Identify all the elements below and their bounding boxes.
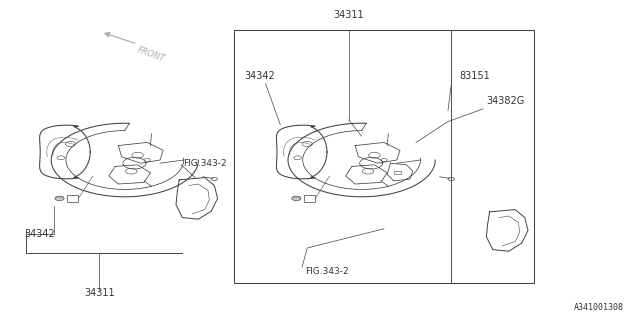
Text: 34311: 34311 [84, 288, 115, 298]
Text: A341001308: A341001308 [574, 303, 624, 312]
Bar [304, 195, 316, 202]
Bar [394, 171, 401, 174]
Text: 83151: 83151 [460, 71, 490, 81]
Text: 34342: 34342 [244, 71, 275, 81]
Text: FIG.343-2: FIG.343-2 [305, 267, 348, 276]
Text: FRONT: FRONT [136, 45, 166, 64]
Text: 34342: 34342 [24, 229, 55, 239]
Bar [67, 195, 79, 202]
Text: 34311: 34311 [333, 10, 364, 20]
Text: 34382G: 34382G [486, 96, 525, 106]
Bar [234, 30, 534, 283]
Text: FIG.343-2: FIG.343-2 [183, 159, 227, 168]
